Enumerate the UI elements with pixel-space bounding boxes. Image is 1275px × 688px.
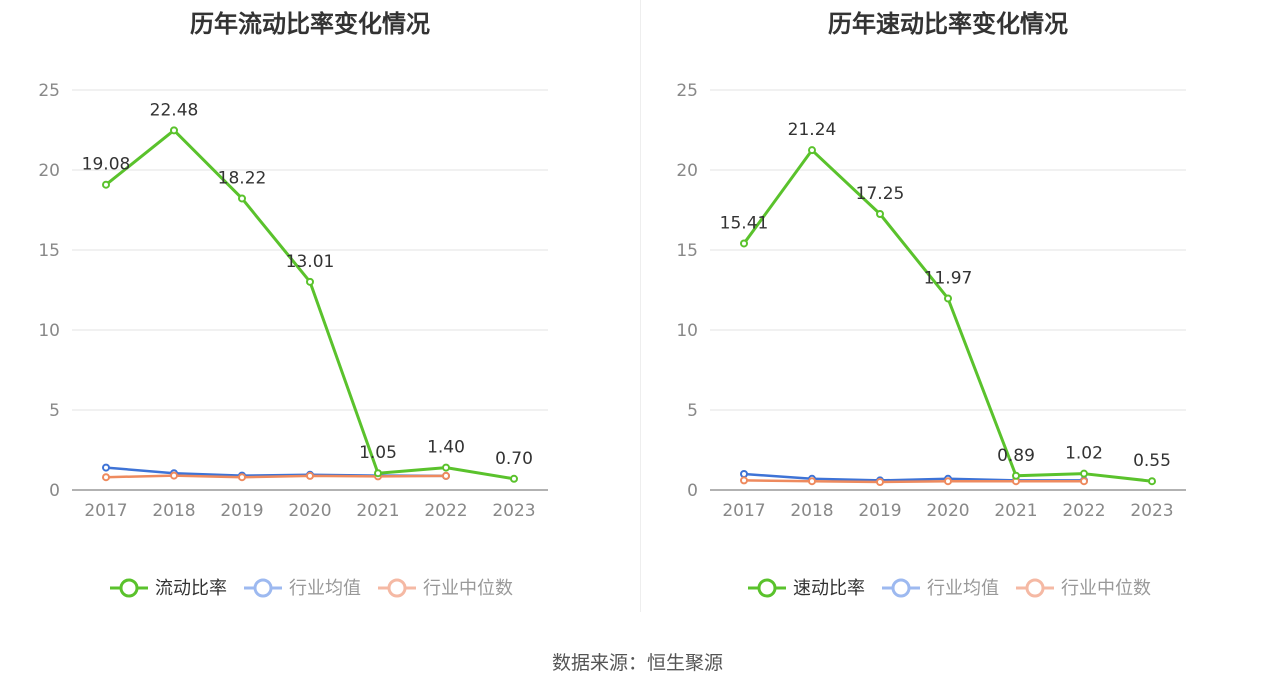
data-point-main[interactable] bbox=[442, 463, 450, 472]
legend-item-avg[interactable]: 行业均值 bbox=[244, 578, 361, 599]
data-label: 0.70 bbox=[495, 449, 533, 469]
data-point-median[interactable] bbox=[306, 471, 314, 480]
x-tick-label: 2023 bbox=[1130, 501, 1173, 521]
data-point-median[interactable] bbox=[442, 471, 450, 480]
chart-panel-quick-ratio: 历年速动比率变化情况 0 5 10 15 20 25 2017 2018 2019 2020 202… bbox=[638, 0, 1275, 615]
y-tick-label: 5 bbox=[49, 401, 60, 421]
data-point-avg[interactable] bbox=[740, 470, 748, 478]
chart-panel-current-ratio: 历年流动比率变化情况 0 5 10 15 20 25 2017 2018 2019 2020 202… bbox=[0, 0, 637, 615]
data-point-median[interactable] bbox=[170, 471, 178, 480]
y-tick-label: 15 bbox=[676, 241, 698, 261]
y-tick-label: 5 bbox=[687, 401, 698, 421]
data-point-main[interactable] bbox=[510, 474, 518, 483]
legend-item-main[interactable]: 速动比率 bbox=[748, 578, 865, 599]
data-point-main[interactable] bbox=[808, 146, 816, 155]
data-point-main[interactable] bbox=[740, 239, 748, 248]
legend-item-median[interactable]: 行业中位数 bbox=[378, 578, 513, 599]
legend-item-avg[interactable]: 行业均值 bbox=[882, 578, 999, 599]
data-point-main[interactable] bbox=[374, 469, 382, 478]
data-label: 19.08 bbox=[82, 155, 131, 175]
y-tick-label: 20 bbox=[676, 161, 698, 181]
current-ratio-chart: 0 5 10 15 20 25 2017 2018 2019 2020 2021 2022 2023 19… bbox=[38, 81, 548, 599]
data-point-main[interactable] bbox=[944, 294, 952, 303]
data-point-median[interactable] bbox=[944, 477, 952, 486]
data-point-avg[interactable] bbox=[102, 463, 110, 472]
x-tick-label: 2020 bbox=[288, 501, 331, 521]
data-label: 1.40 bbox=[427, 438, 465, 458]
chart-title: 历年速动比率变化情况 bbox=[828, 10, 1068, 38]
panel-divider bbox=[640, 0, 641, 612]
legend-item-main[interactable]: 流动比率 bbox=[110, 578, 227, 599]
legend-label: 行业均值 bbox=[289, 578, 361, 599]
y-tick-label: 10 bbox=[38, 321, 60, 341]
data-source-note: 数据来源：恒生聚源 bbox=[551, 652, 723, 674]
legend-marker bbox=[387, 578, 407, 598]
legend-label: 流动比率 bbox=[155, 578, 227, 599]
x-tick-label: 2022 bbox=[1062, 501, 1105, 521]
data-point-main[interactable] bbox=[238, 194, 246, 203]
legend-marker bbox=[891, 578, 911, 598]
data-point-median[interactable] bbox=[876, 478, 884, 486]
data-point-main[interactable] bbox=[1080, 469, 1088, 478]
x-tick-label: 2017 bbox=[84, 501, 127, 521]
series-line-main bbox=[105, 128, 515, 481]
legend-label: 行业中位数 bbox=[1061, 578, 1151, 599]
data-label: 22.48 bbox=[150, 100, 199, 120]
legend-label: 速动比率 bbox=[793, 578, 865, 599]
data-label: 11.97 bbox=[924, 268, 973, 288]
y-tick-label: 0 bbox=[687, 481, 698, 501]
data-point-main[interactable] bbox=[170, 126, 178, 135]
data-label: 17.25 bbox=[856, 184, 905, 204]
data-point-main[interactable] bbox=[306, 277, 314, 286]
legend-marker bbox=[253, 578, 273, 598]
series-line-main bbox=[742, 148, 1153, 483]
x-tick-label: 2022 bbox=[424, 501, 467, 521]
data-label: 0.55 bbox=[1133, 451, 1171, 471]
chart-title: 历年流动比率变化情况 bbox=[190, 10, 430, 38]
x-tick-label: 2018 bbox=[152, 501, 195, 521]
y-tick-label: 15 bbox=[38, 241, 60, 261]
y-tick-label: 0 bbox=[49, 481, 60, 501]
y-tick-label: 10 bbox=[676, 321, 698, 341]
x-tick-label: 2019 bbox=[858, 501, 901, 521]
data-point-median[interactable] bbox=[102, 473, 110, 482]
legend-marker bbox=[757, 578, 777, 598]
legend-item-median[interactable]: 行业中位数 bbox=[1016, 578, 1151, 599]
x-tick-label: 2023 bbox=[492, 501, 535, 521]
data-point-median[interactable] bbox=[1080, 477, 1088, 486]
x-tick-label: 2020 bbox=[926, 501, 969, 521]
series-line-median bbox=[743, 479, 1084, 484]
data-label: 21.24 bbox=[788, 120, 837, 140]
data-label: 15.41 bbox=[720, 213, 769, 233]
x-tick-label: 2018 bbox=[790, 501, 833, 521]
data-point-median[interactable] bbox=[238, 473, 246, 482]
y-tick-label: 25 bbox=[676, 81, 698, 101]
y-tick-label: 20 bbox=[38, 161, 60, 181]
data-label: 1.02 bbox=[1065, 444, 1103, 464]
data-label: 13.01 bbox=[286, 252, 335, 272]
legend-label: 行业均值 bbox=[927, 578, 999, 599]
x-tick-label: 2019 bbox=[220, 501, 263, 521]
x-tick-label: 2021 bbox=[994, 501, 1037, 521]
data-label: 1.05 bbox=[359, 443, 397, 463]
data-label: 0.89 bbox=[997, 446, 1035, 466]
legend-marker bbox=[1025, 578, 1045, 598]
data-point-median[interactable] bbox=[808, 477, 816, 486]
data-point-main[interactable] bbox=[1012, 471, 1020, 480]
legend-label: 行业中位数 bbox=[423, 578, 513, 599]
data-point-main[interactable] bbox=[1148, 477, 1156, 486]
legend-marker bbox=[119, 578, 139, 598]
data-point-main[interactable] bbox=[102, 180, 110, 189]
x-tick-label: 2017 bbox=[722, 501, 765, 521]
data-label: 18.22 bbox=[218, 168, 267, 188]
series-line-median bbox=[105, 474, 447, 479]
data-point-main[interactable] bbox=[876, 210, 884, 218]
quick-ratio-chart: 0 5 10 15 20 25 2017 2018 2019 2020 2021 2022 2023 15… bbox=[676, 81, 1186, 599]
y-tick-label: 25 bbox=[38, 81, 60, 101]
data-point-median[interactable] bbox=[740, 476, 748, 485]
x-tick-label: 2021 bbox=[356, 501, 399, 521]
